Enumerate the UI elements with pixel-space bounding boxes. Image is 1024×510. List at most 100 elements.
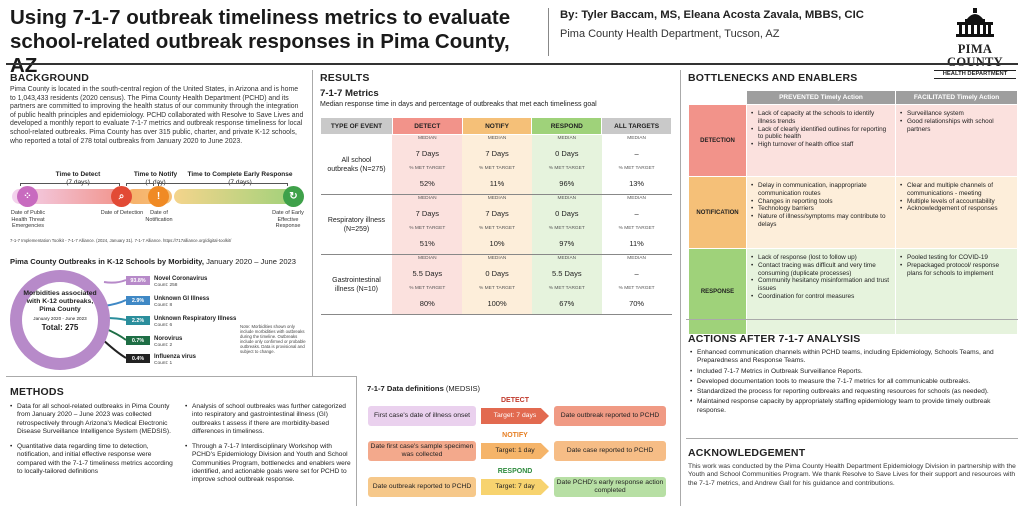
metrics-table: TYPE OF EVENT DETECT NOTIFY RESPOND ALL TARG… — [320, 117, 672, 315]
methods-rule — [6, 376, 356, 377]
courthouse-icon — [956, 8, 994, 37]
morbidity-chart: Morbidities associated with K-12 outbrea… — [8, 266, 308, 374]
methods-item: Data for all school-related outbreaks in… — [10, 403, 176, 436]
prevented-item: Lack of response (lost to follow up) — [751, 254, 891, 262]
median-value: 0 Days — [462, 262, 532, 285]
facilitated-item: Clear and multiple channels of communica… — [900, 182, 1013, 198]
respond-start-box: Date outbreak reported to PCHD — [368, 477, 476, 497]
logo-subtext: HEALTH DEPARTMENT — [934, 70, 1016, 79]
threat-label: Date of Public Health Threat Emergencies — [10, 210, 46, 229]
table-row: 5.5 Days 0 Days 5.5 Days – — [321, 262, 672, 285]
met-value: 13% — [601, 172, 672, 195]
median-value: 7 Days — [392, 202, 463, 225]
results-description: Median response time in days and percent… — [320, 101, 597, 108]
facilitated-item: Multiple levels of accountability — [900, 198, 1013, 206]
prevented-item: Nature of illness/symptoms may contribut… — [751, 213, 891, 229]
table-row: Respiratory illness (N=259) MEDIAN MEDIAN M… — [320, 194, 672, 255]
table-row: % MET TARGET% MET TARGET% MET TARGET% ME… — [321, 224, 672, 233]
met-label: % MET TARGET — [601, 284, 672, 293]
morbidity-count: Count: 258 — [154, 283, 178, 288]
table-row: NOTIFICATIONDelay in communication, inap… — [688, 176, 1018, 249]
poster-title: Using 7-1-7 outbreak timeliness metrics … — [10, 6, 511, 77]
action-item: Maintained response capacity by appropri… — [690, 398, 1016, 415]
median-label: MEDIAN — [531, 254, 602, 263]
logo-text: PIMA COUNTY — [947, 42, 1003, 69]
prevented-item: Technology barriers — [751, 205, 891, 213]
morbidity-percent: 0.7% — [126, 336, 150, 345]
notify-end-box: Date case reported to PCHD — [554, 441, 666, 461]
column-divider-1 — [312, 70, 313, 376]
prevented-item: Lack of clearly identified outlines for … — [751, 126, 891, 142]
respond-label: RESPOND — [497, 468, 533, 475]
time-to-notify-label: Time to Notify (1 day) — [133, 171, 178, 186]
action-item: Enhanced communication channels within P… — [690, 349, 1016, 366]
action-item: Standardized the process for reporting o… — [690, 388, 1016, 397]
respond-target-arrow: Target: 7 day — [481, 479, 549, 495]
timeline-diagram: Time to Detect (7 days) Time to Notify (1 … — [8, 167, 308, 245]
table-header: TYPE OF EVENT DETECT NOTIFY RESPOND ALL TARG… — [320, 117, 672, 135]
results-subheading: 7-1-7 Metrics — [320, 88, 379, 99]
pima-county-logo: PIMA COUNTY HEALTH DEPARTMENT — [934, 8, 1016, 79]
prevented-item: Delay in communication, inappropriate co… — [751, 182, 891, 198]
median-value: 5.5 Days — [392, 262, 463, 285]
median-label: MEDIAN — [462, 254, 532, 263]
median-label: MEDIAN — [531, 194, 602, 203]
facilitated-item: Surveillance system — [900, 110, 1013, 118]
column-divider-2 — [356, 376, 357, 506]
morbidity-item: 2.2% Unknown Respiratory Illness Count: 6 — [126, 316, 238, 329]
notify-start-box: Date first case's sample specimen was co… — [368, 441, 476, 461]
morbidity-item: 0.4% Influenza virus Count: 1 — [126, 354, 238, 367]
met-value: 11% — [462, 172, 532, 195]
notify-label: NOTIFY — [502, 432, 528, 439]
met-label: % MET TARGET — [462, 164, 532, 173]
table-header: PREVENTED Timely Action FACILITATED Timel… — [689, 90, 1018, 105]
table-row: 80% 100% 67% 70% — [321, 292, 672, 315]
median-value: 0 Days — [531, 142, 602, 165]
median-label: MEDIAN — [392, 254, 463, 263]
prevented-item: Coordination for control measures — [751, 293, 891, 301]
met-label: % MET TARGET — [392, 164, 463, 173]
refresh-icon: ↻ — [283, 186, 304, 207]
affiliation: Pima County Health Department, Tucson, A… — [560, 28, 780, 40]
median-label: MEDIAN — [392, 134, 463, 143]
prevented-item: Lack of capacity at the schools to ident… — [751, 110, 891, 126]
authors: By: Tyler Baccam, MS, Eleana Acosta Zava… — [560, 9, 864, 21]
median-value: 7 Days — [462, 202, 532, 225]
table-row: % MET TARGET% MET TARGET% MET TARGET% ME… — [321, 284, 672, 293]
event-cell: Respiratory illness (N=259) — [320, 194, 393, 255]
facilitated-item: Pooled testing for COVID-19 — [900, 254, 1013, 262]
time-to-respond-label: Time to Complete Early Response (7 days) — [187, 171, 293, 186]
met-value: 100% — [462, 292, 532, 315]
morbidity-note: Note: Morbidities shown only include mor… — [240, 324, 306, 354]
facilitated-item: Acknowledgement of responses — [900, 205, 1013, 213]
event-cell: Gastrointestinal illness (N=10) — [320, 254, 393, 315]
methods-item: Quantitative data regarding time to dete… — [10, 443, 176, 476]
met-label: % MET TARGET — [392, 284, 463, 293]
methods-item: Through a 7-1-7 Interdisciplinary Worksh… — [185, 443, 351, 484]
met-value: 80% — [392, 292, 463, 315]
median-value: – — [601, 262, 672, 285]
prevented-cell: Lack of response (lost to follow up)Cont… — [746, 248, 896, 335]
search-icon: ⌕ — [111, 186, 132, 207]
background-text: Pima County is located in the south-cent… — [10, 86, 304, 145]
met-label: % MET TARGET — [462, 284, 532, 293]
detect-bracket — [20, 183, 120, 186]
actions-list: Enhanced communication channels within P… — [690, 349, 1016, 417]
morbidity-percent: 0.4% — [126, 354, 150, 363]
median-label: MEDIAN — [392, 194, 463, 203]
facilitated-item: Prepackaged protocol/ response plans for… — [900, 262, 1013, 278]
detect-target-arrow: Target: 7 days — [481, 408, 549, 424]
table-row: 7 Days 7 Days 0 Days – — [321, 142, 672, 165]
response-label: Date of Early Effective Response — [272, 210, 304, 229]
detection-label: Date of Detection — [100, 210, 144, 216]
morbidity-count: Count: 8 — [154, 303, 173, 308]
met-value: 96% — [531, 172, 602, 195]
facilitated-item: Good relationships with school partners — [900, 118, 1013, 134]
met-label: % MET TARGET — [462, 224, 532, 233]
notify-target-arrow: Target: 1 day — [481, 443, 549, 459]
morbidity-percent: 2.9% — [126, 296, 150, 305]
definitions-diagram: DETECT First case's date of illness onse… — [366, 396, 676, 506]
column-header: NOTIFY — [461, 117, 533, 135]
morbidity-name: Unknown GI Illness — [154, 296, 210, 302]
met-label: % MET TARGET — [601, 224, 672, 233]
